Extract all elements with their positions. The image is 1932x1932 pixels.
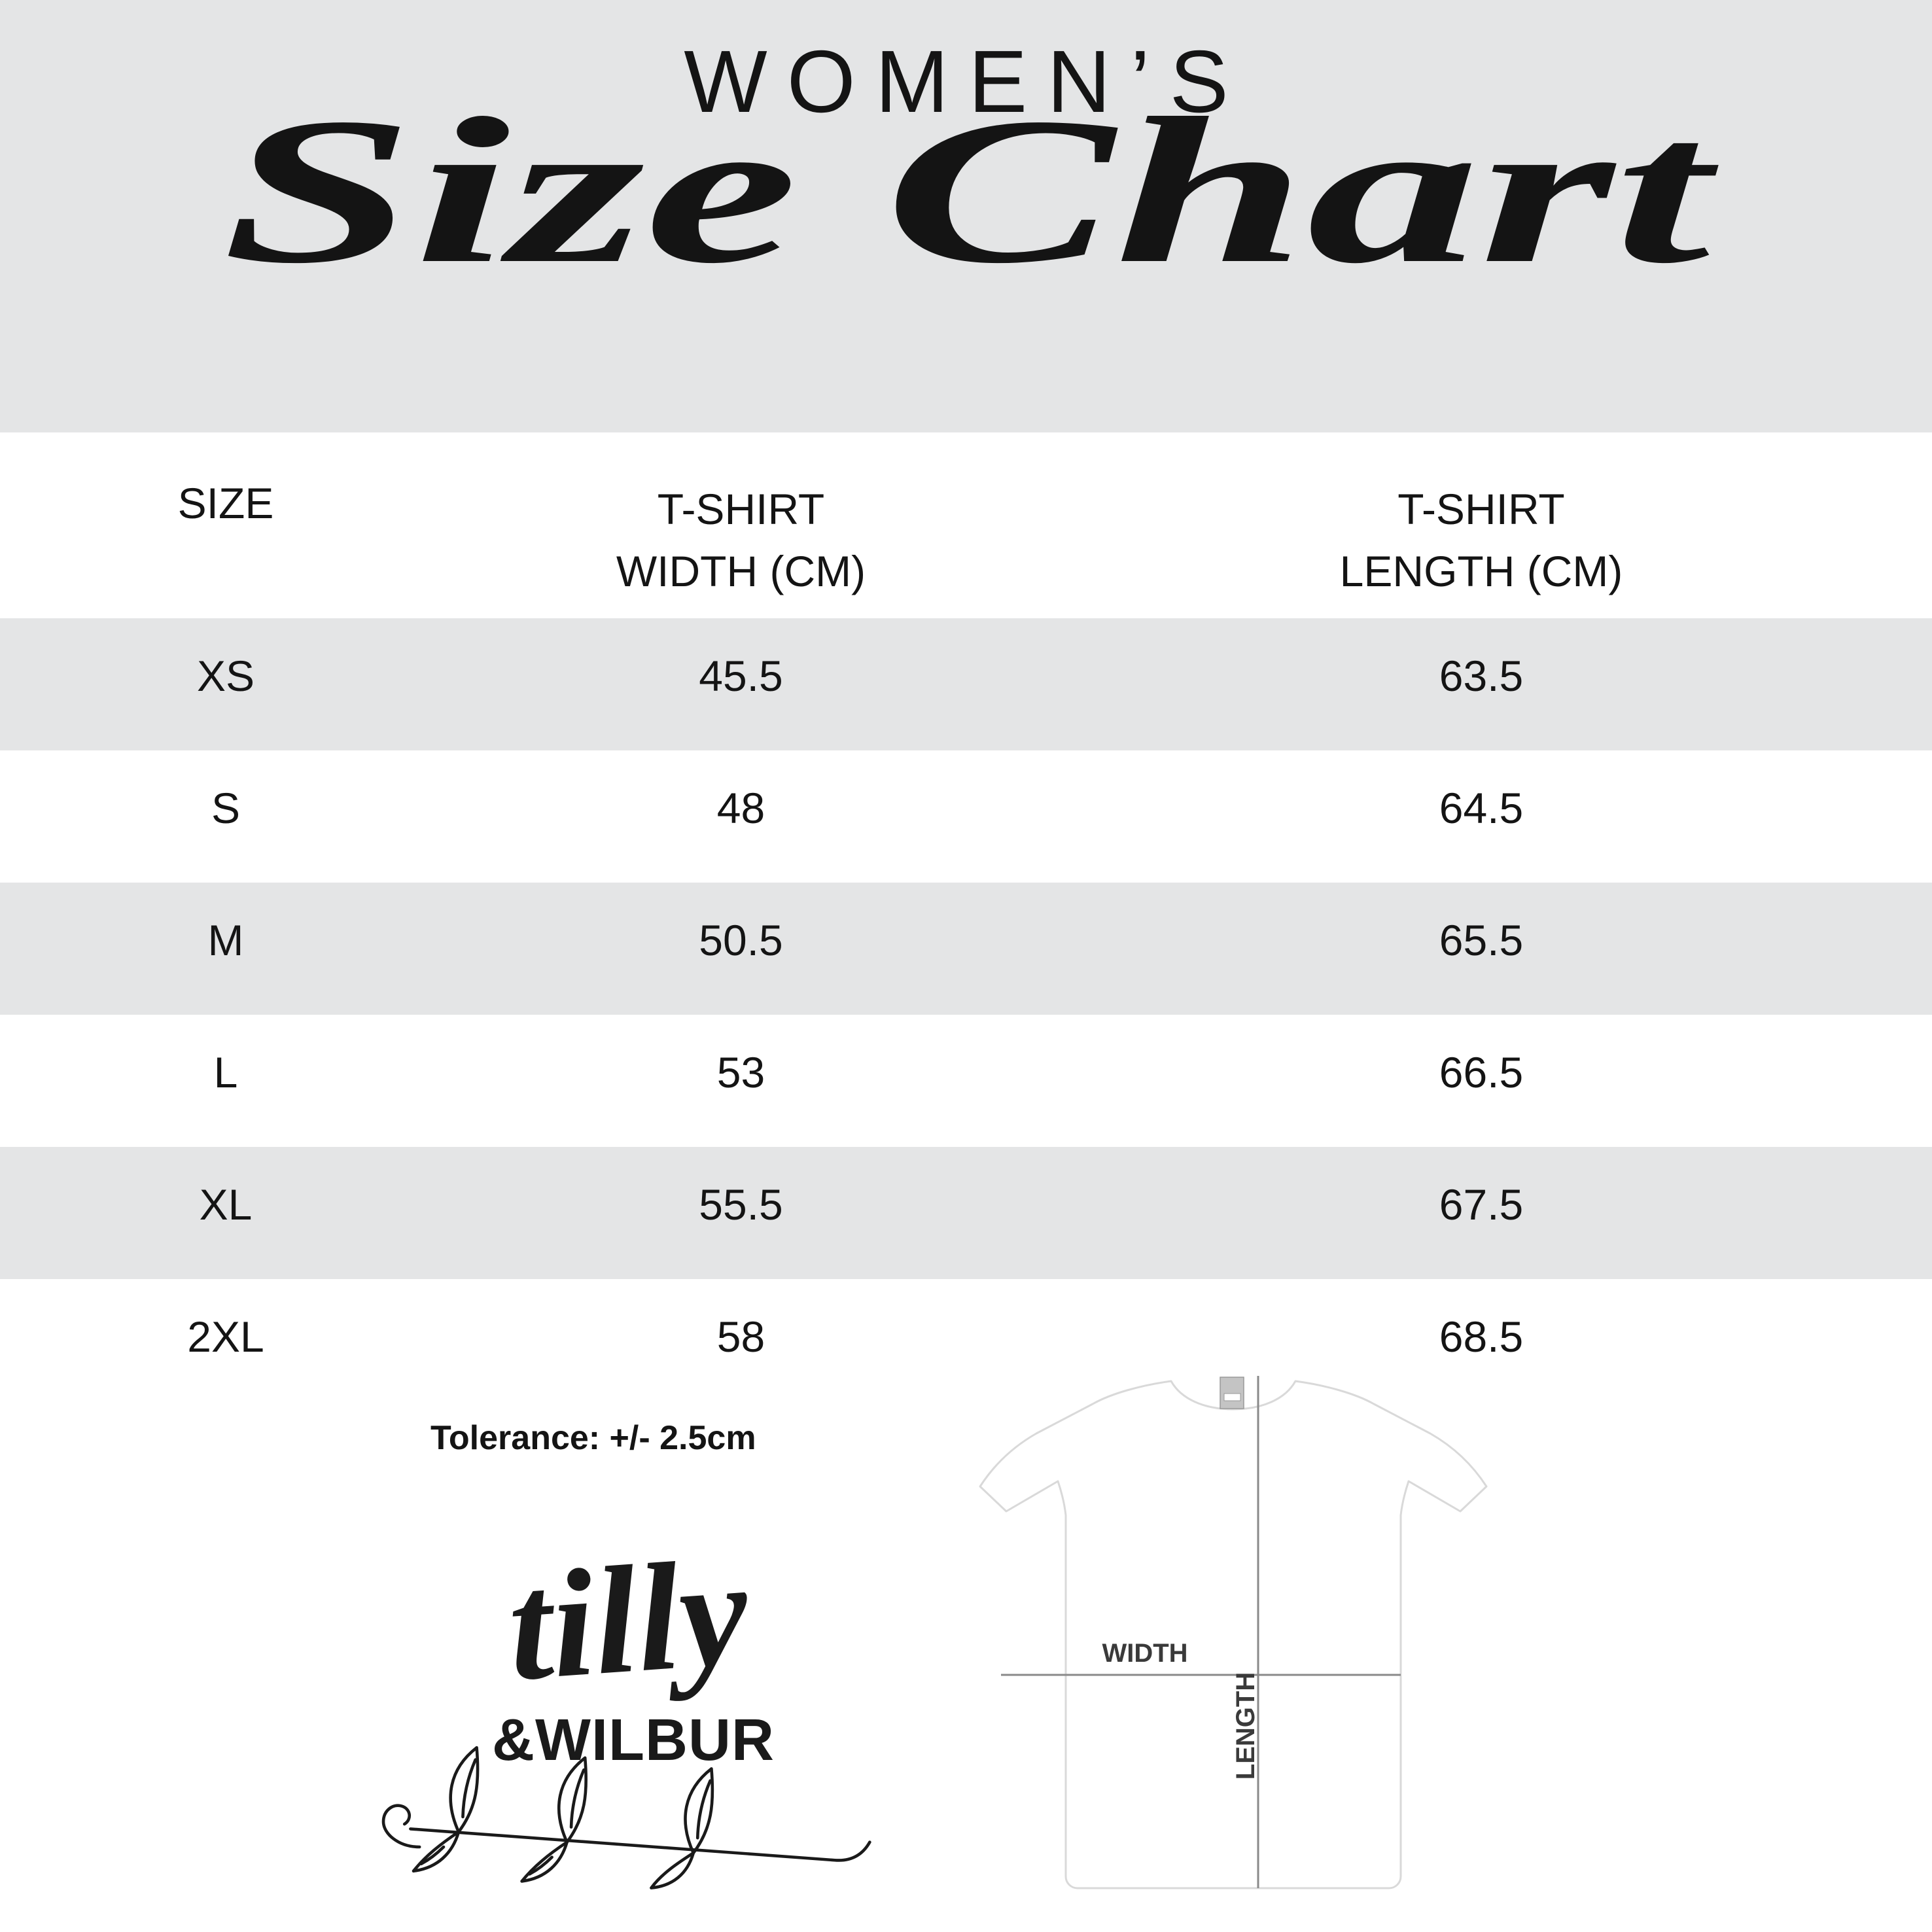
svg-text:&WILBUR: &WILBUR [492,1708,775,1773]
svg-text:LENGTH: LENGTH [1231,1672,1260,1780]
svg-text:tilly: tilly [503,1526,754,1713]
svg-text:WIDTH: WIDTH [1102,1639,1187,1668]
